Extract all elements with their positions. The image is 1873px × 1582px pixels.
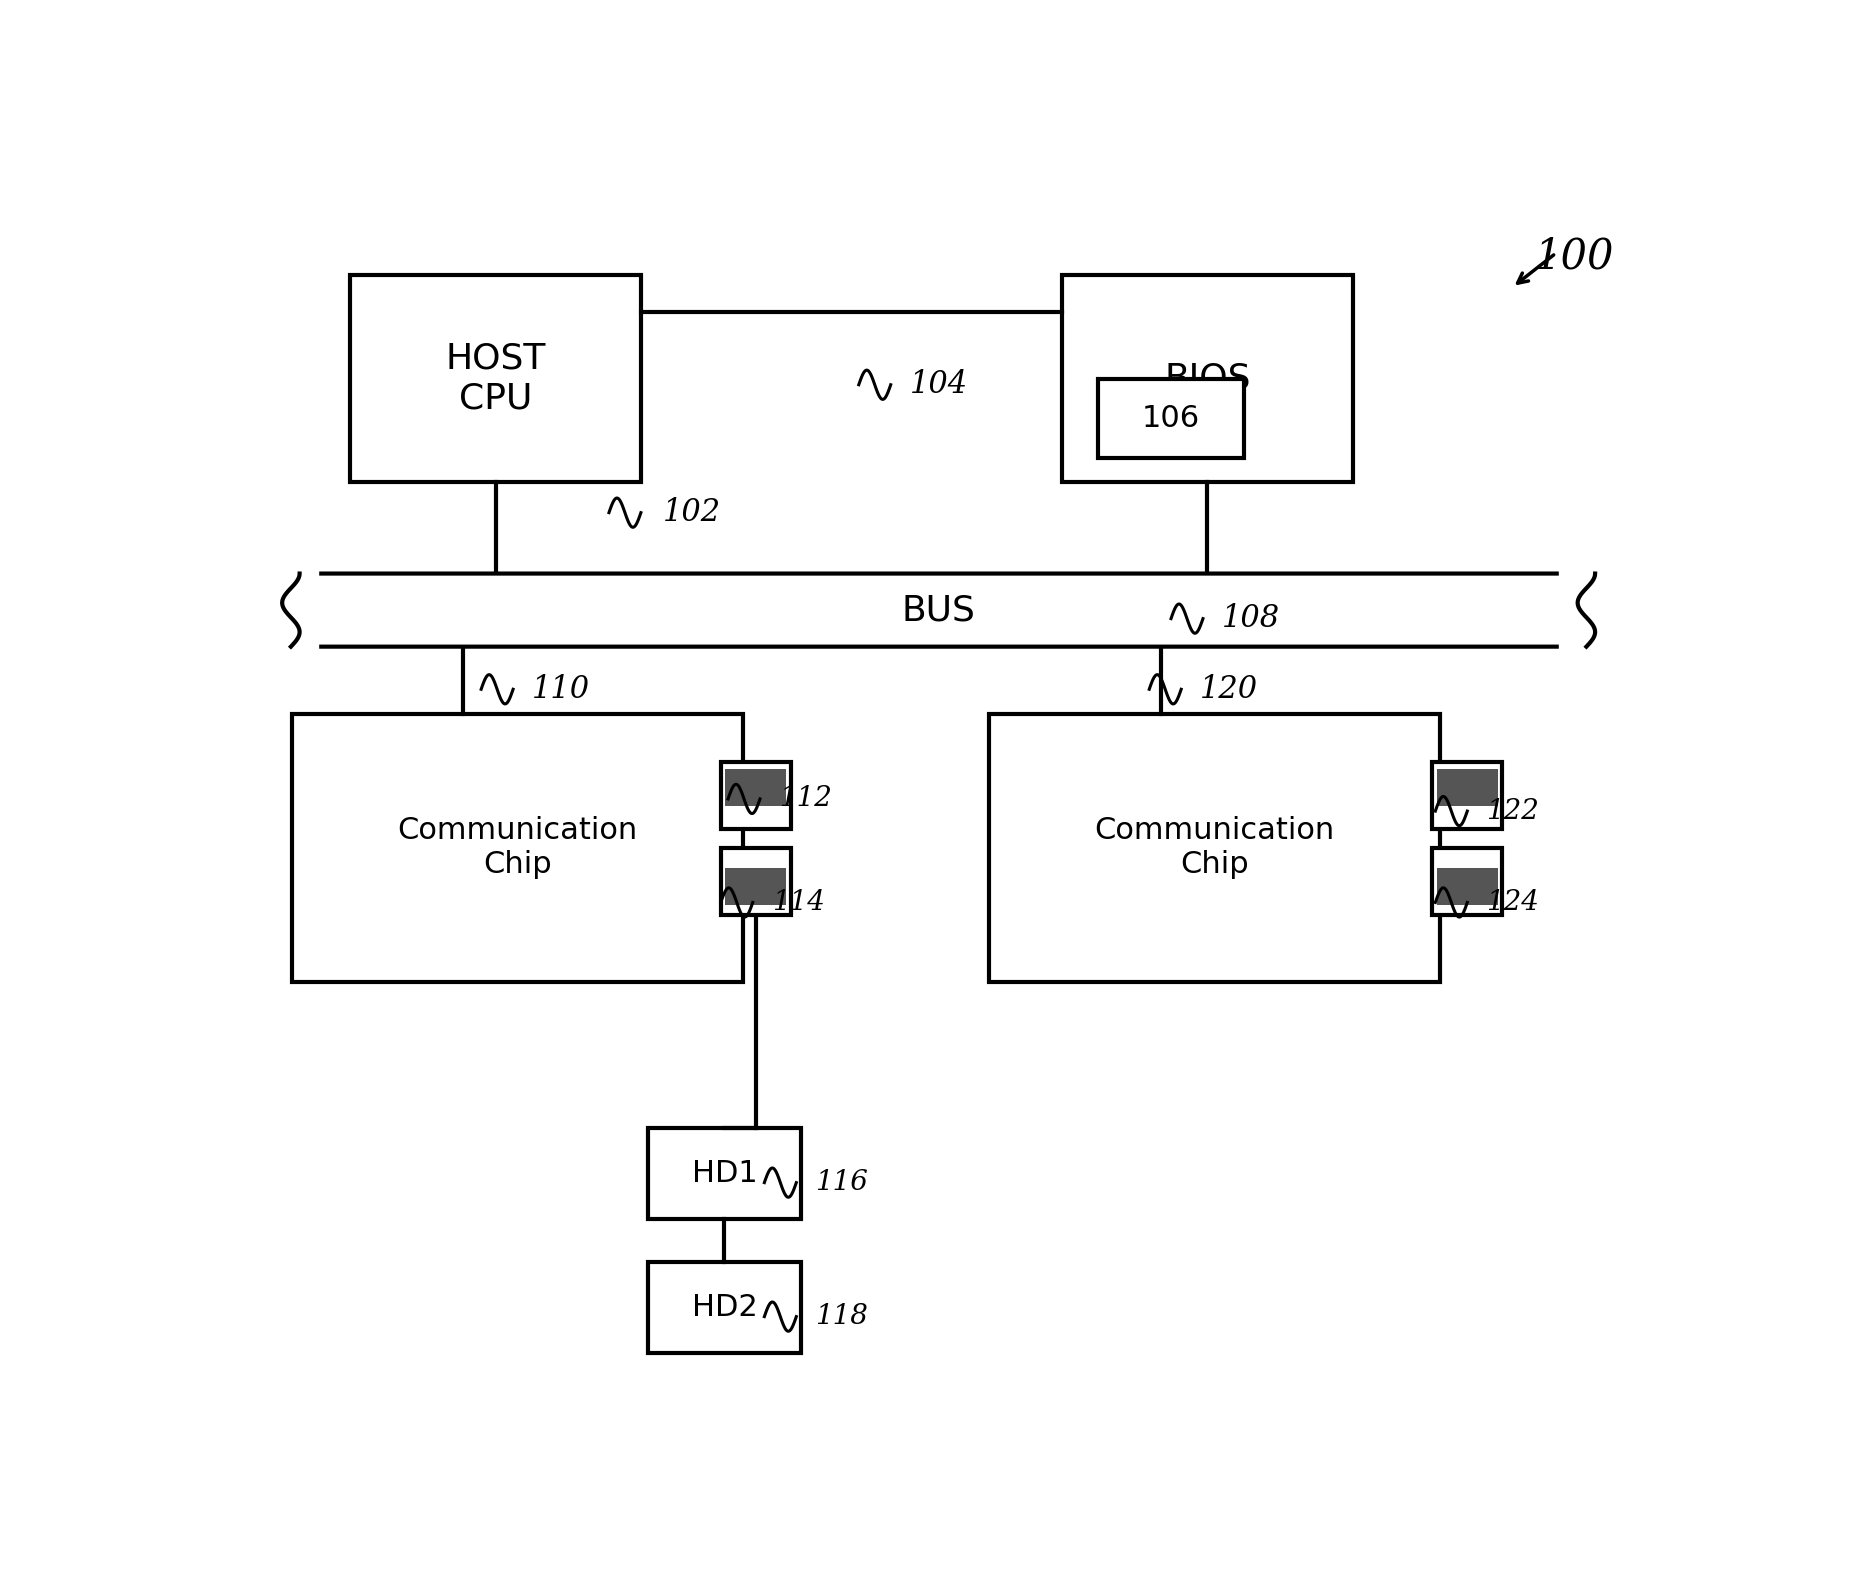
Polygon shape [277,574,1600,647]
Text: 102: 102 [663,497,721,528]
Text: HOST
CPU: HOST CPU [446,342,545,416]
Text: 100: 100 [1534,236,1613,278]
Bar [725,869,787,905]
Text: 118: 118 [815,1304,867,1330]
Bar [1437,769,1497,805]
Text: HD1: HD1 [691,1160,757,1188]
Text: Communication
Chip: Communication Chip [1094,816,1334,880]
Bar [648,1128,800,1220]
Text: HD2: HD2 [691,1292,757,1323]
Bar [292,713,742,981]
Text: 108: 108 [1221,603,1279,634]
Text: 114: 114 [772,889,824,916]
Bar [350,275,641,483]
Bar [725,769,787,805]
Bar [989,713,1438,981]
Text: 116: 116 [815,1169,867,1196]
Text: BUS: BUS [901,593,976,626]
Text: 122: 122 [1485,797,1538,824]
Bar [1431,848,1502,914]
Bar [648,1262,800,1353]
Text: BIOS: BIOS [1163,362,1249,396]
Text: 124: 124 [1485,889,1538,916]
Text: 112: 112 [779,785,832,813]
Bar [1437,869,1497,905]
Text: Communication
Chip: Communication Chip [397,816,637,880]
Bar [721,763,790,829]
Text: 106: 106 [1141,403,1199,433]
Bar [1098,378,1244,457]
Text: 110: 110 [532,674,590,704]
Text: 120: 120 [1199,674,1257,704]
Bar [1062,275,1352,483]
Text: 104: 104 [908,369,966,400]
Bar [1431,763,1502,829]
Bar [721,848,790,914]
